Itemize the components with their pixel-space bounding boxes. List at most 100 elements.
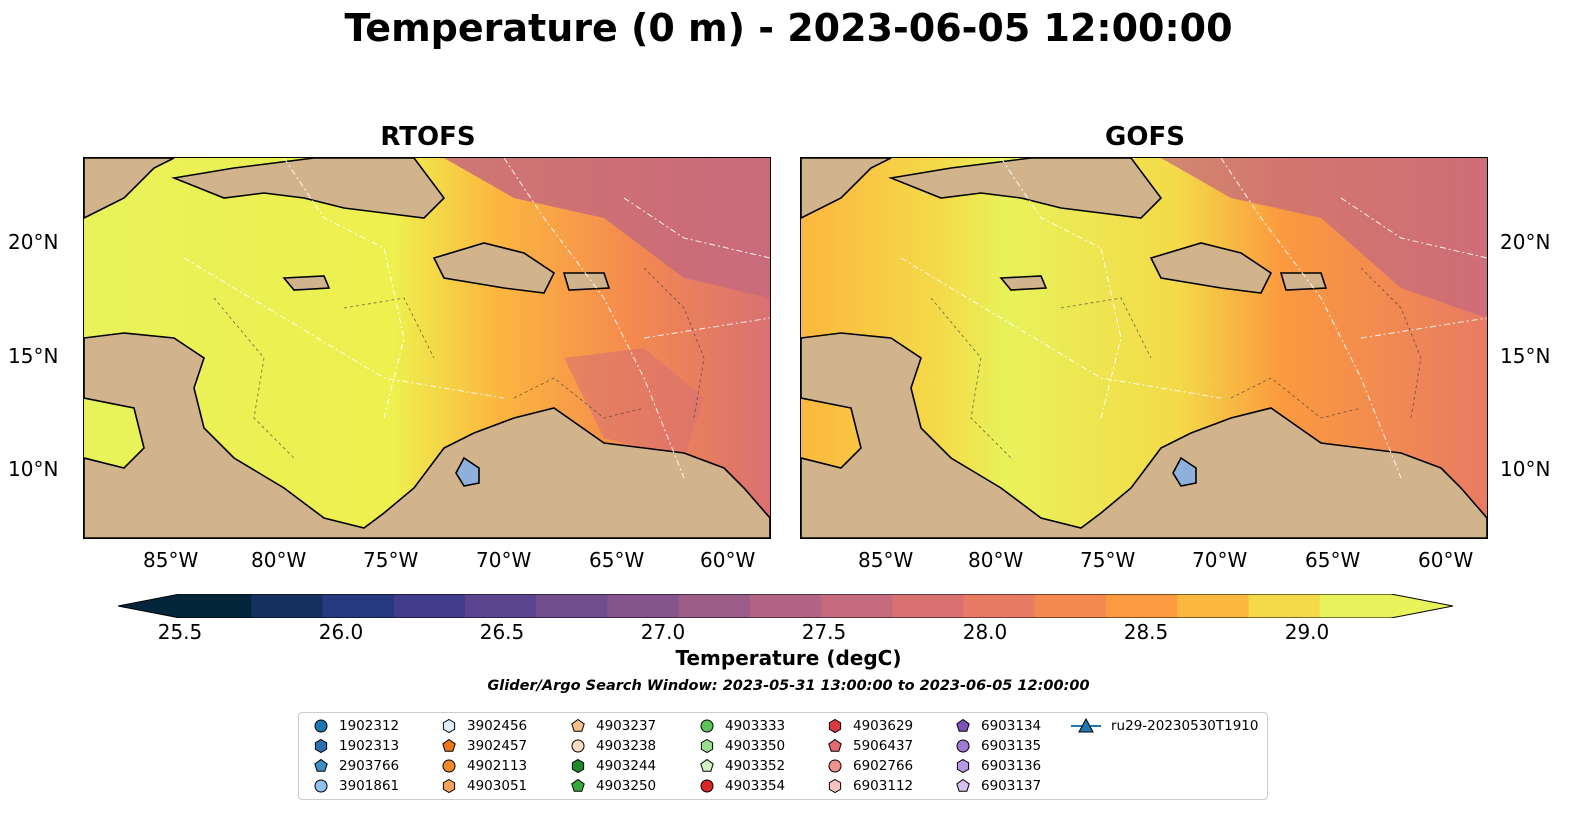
colorbar-segment: [1319, 594, 1392, 618]
circle-marker-icon: [314, 779, 328, 793]
glider-track-icon: [1071, 718, 1101, 733]
rtofs-panel-title: RTOFS: [380, 122, 476, 152]
colorbar-extend-low: [118, 594, 180, 618]
legend-label: 3902457: [467, 738, 528, 754]
lon-tick: 60°W: [700, 548, 756, 572]
legend-item: 4903333: [699, 716, 785, 736]
legend-item: 3902456: [441, 716, 527, 736]
gofs-panel-title: GOFS: [1105, 122, 1185, 152]
legend-item: 6903136: [955, 756, 1041, 776]
colorbar-segment: [393, 594, 466, 618]
lat-tick-left: 10°N: [8, 457, 59, 481]
colorbar-segment: [1034, 594, 1107, 618]
lon-tick: 85°W: [143, 548, 199, 572]
colorbar-segment: [322, 594, 395, 618]
legend-label: 1902313: [339, 738, 400, 754]
lon-tick: 80°W: [251, 548, 307, 572]
legend-label: 6903136: [981, 758, 1042, 774]
legend-label: 4903629: [853, 718, 914, 734]
lat-tick-right: 20°N: [1500, 230, 1551, 254]
pentagon-marker-icon: [314, 758, 328, 772]
legend-label: 4903238: [596, 738, 657, 754]
legend-label: 3901861: [339, 778, 400, 794]
colorbar-tick: 27.0: [640, 620, 686, 644]
legend-label: 4903250: [596, 778, 657, 794]
hexagon-marker-icon: [828, 778, 842, 794]
legend-item: 4902113: [441, 756, 527, 776]
lon-tick: 85°W: [858, 548, 914, 572]
legend-label: 6903112: [853, 778, 914, 794]
pentagon-marker-icon: [571, 718, 585, 732]
legend-label: 1902312: [339, 718, 400, 734]
colorbar-segment: [251, 594, 323, 618]
hexagon-marker-icon: [700, 738, 714, 754]
legend-label: 6902766: [853, 758, 914, 774]
pentagon-marker-icon: [828, 738, 842, 752]
legend-item: 1902312: [313, 716, 399, 736]
lon-tick: 70°W: [1192, 548, 1248, 572]
legend-item: 4903237: [570, 716, 656, 736]
legend-item: 2903766: [313, 756, 399, 776]
float-legend: 1902312 1902313 2903766 3901861 3902456 39024…: [298, 712, 1268, 800]
colorbar-tick: 29.0: [1284, 620, 1330, 644]
cool-water-region: [444, 158, 770, 298]
legend-label: 3902456: [467, 718, 528, 734]
legend-label: ru29-20230530T1910: [1111, 718, 1259, 734]
legend-label: 4903244: [596, 758, 657, 774]
colorbar-tick: 28.5: [1123, 620, 1169, 644]
legend-item: 4903354: [699, 776, 785, 796]
colorbar-tick: 26.0: [318, 620, 364, 644]
pentagon-marker-icon: [956, 778, 970, 792]
legend-item: 4903250: [570, 776, 656, 796]
legend-label: 4903352: [725, 758, 786, 774]
circle-marker-icon: [314, 719, 328, 733]
legend-label: 4903051: [467, 778, 528, 794]
lon-tick: 75°W: [363, 548, 419, 572]
colorbar-segment: [1177, 594, 1250, 618]
legend-label: 4903333: [725, 718, 786, 734]
hexagon-marker-icon: [442, 778, 456, 794]
legend-label: 6903137: [981, 778, 1042, 794]
legend-item: 4903352: [699, 756, 785, 776]
lon-tick: 80°W: [968, 548, 1024, 572]
colorbar-segment: [1106, 594, 1178, 618]
legend-item: 1902313: [313, 736, 399, 756]
legend-label: 5906437: [853, 738, 914, 754]
colorbar-segment: [607, 594, 680, 618]
land-masses: [84, 158, 770, 538]
colorbar-segment: [464, 594, 537, 618]
colorbar-segment: [821, 594, 893, 618]
lon-tick: 65°W: [589, 548, 645, 572]
lat-tick-left: 15°N: [8, 344, 59, 368]
colorbar-segment: [963, 594, 1036, 618]
legend-label: 6903134: [981, 718, 1042, 734]
lon-tick: 75°W: [1080, 548, 1136, 572]
hexagon-marker-icon: [314, 738, 328, 754]
colorbar-extend-high: [1391, 594, 1453, 618]
figure-title: Temperature (0 m) - 2023-06-05 12:00:00: [344, 6, 1233, 50]
pentagon-marker-icon: [571, 778, 585, 792]
circle-marker-icon: [571, 739, 585, 753]
colorbar-segment: [892, 594, 965, 618]
colorbar-segment: [180, 594, 252, 618]
legend-item: 4903051: [441, 776, 527, 796]
legend-label: 6903135: [981, 738, 1042, 754]
colorbar-label: Temperature (degC): [675, 646, 902, 670]
circle-marker-icon: [700, 779, 714, 793]
cool-water-region: [1161, 158, 1487, 318]
pentagon-marker-icon: [956, 718, 970, 732]
legend-item: 4903350: [699, 736, 785, 756]
legend-item: 3901861: [313, 776, 399, 796]
legend-item: 4903629: [827, 716, 913, 736]
colorbar-segment: [1248, 594, 1321, 618]
lat-tick-left: 20°N: [8, 230, 59, 254]
rtofs-map: [83, 157, 771, 539]
hexagon-marker-icon: [828, 718, 842, 734]
pentagon-marker-icon: [442, 738, 456, 752]
colorbar-tick: 25.5: [157, 620, 203, 644]
hexagon-marker-icon: [571, 758, 585, 774]
colorbar-tick: 28.0: [962, 620, 1008, 644]
circle-marker-icon: [700, 719, 714, 733]
legend-item: 4903238: [570, 736, 656, 756]
legend-label: 2903766: [339, 758, 400, 774]
